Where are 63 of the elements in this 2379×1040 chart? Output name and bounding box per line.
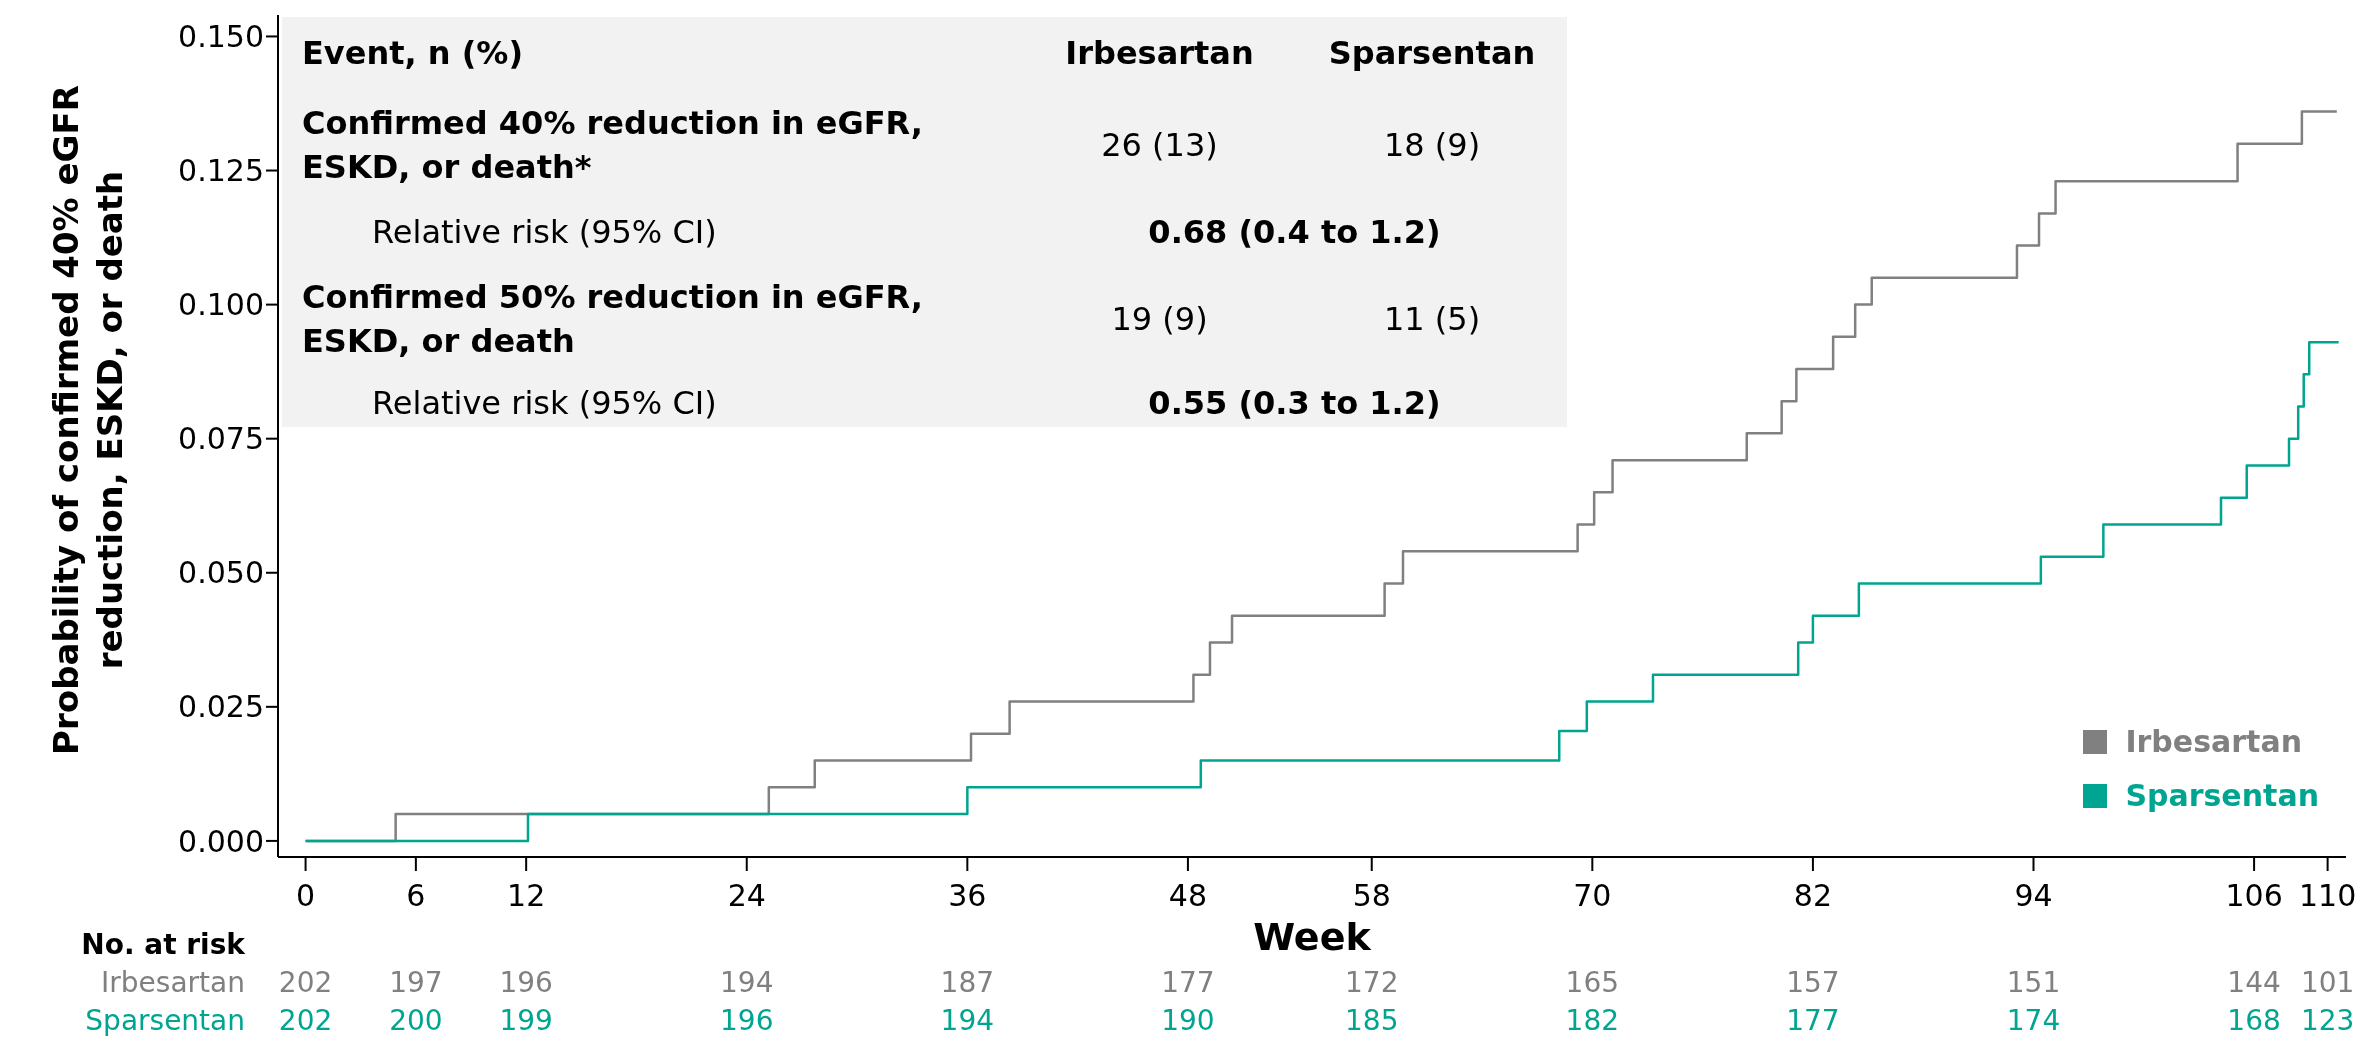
text: 168	[2227, 1004, 2281, 1037]
text: 202	[277, 966, 334, 999]
x-tick-label: 106	[2225, 878, 2283, 914]
x-tick-label: 82	[1793, 878, 1833, 914]
text: Sparsentan	[85, 1004, 245, 1037]
text: 197	[388, 966, 444, 999]
annotation: 18 (9)	[1382, 125, 1482, 166]
y-tick-label: 0.125	[178, 153, 264, 189]
y-tick-label: 0.025	[178, 689, 264, 725]
annotation: Confirmed 40% reduction in eGFR, ESKD, or death*	[302, 103, 924, 188]
x-tick-label: 36	[948, 878, 987, 914]
x-tick-label: 48	[1168, 878, 1208, 914]
text: 144	[2227, 966, 2281, 999]
text: 190	[1160, 1004, 1216, 1037]
annotation: Event, n (%)	[302, 33, 525, 74]
x-tick-label: 94	[2014, 878, 2053, 914]
annotation: 19 (9)	[1110, 299, 1209, 340]
text: 123	[2300, 1004, 2355, 1037]
text: 194	[939, 1004, 996, 1037]
annotation: Relative risk (95% CI)	[371, 212, 718, 253]
x-axis-title: Week	[1252, 915, 1372, 959]
x-tick-label: 110	[2298, 878, 2357, 914]
text: Irbesartan	[1065, 34, 1254, 72]
text: 202	[277, 1004, 334, 1037]
text: 177	[1160, 966, 1216, 999]
text: 177	[1785, 1004, 1841, 1037]
text: 200	[388, 1004, 444, 1037]
annotation: 26 (13)	[1100, 125, 1219, 166]
x-tick-label: 58	[1352, 878, 1391, 914]
text: Sparsentan	[1328, 34, 1536, 72]
x-tick-label: 0	[296, 878, 316, 914]
annotation: 11 (5)	[1382, 299, 1482, 340]
legend-label: Sparsentan	[2124, 777, 2319, 815]
annotation: Confirmed 50% reduction in eGFR, ESKD, or death	[302, 277, 924, 362]
y-tick-label: 0.075	[178, 421, 264, 457]
x-tick-label: 12	[507, 878, 546, 914]
y-tick-label: 0.000	[178, 823, 264, 859]
text: 196	[498, 966, 554, 999]
x-tick-label: 6	[406, 878, 426, 914]
text: No. at risk	[80, 928, 245, 961]
text: 172	[1344, 966, 1400, 999]
y-axis-title: Probability of confirmed 40% eGFR reduction, ESKD, or death	[45, 84, 131, 757]
y-tick-label: 0.100	[178, 287, 264, 323]
y-tick-label: 0.150	[178, 19, 264, 55]
text: 199	[498, 1004, 554, 1037]
text: 182	[1564, 1004, 1621, 1037]
text: Irbesartan	[101, 966, 245, 999]
annotation: Relative risk (95% CI)	[371, 383, 718, 424]
x-tick-label: 24	[727, 878, 766, 914]
y-tick-label: 0.050	[178, 555, 264, 591]
text: 101	[2300, 966, 2355, 999]
text: 165	[1564, 966, 1621, 999]
text: 157	[1785, 966, 1841, 999]
text: 174	[2005, 1004, 2062, 1037]
text: 194	[719, 966, 775, 999]
text: 196	[719, 1004, 775, 1037]
legend-label: Irbesartan	[2124, 723, 2303, 761]
text: 151	[2005, 966, 2062, 999]
text: 185	[1344, 1004, 1400, 1037]
annotation: 0.55 (0.3 to 1.2)	[1147, 383, 1442, 424]
text: 187	[939, 966, 996, 999]
annotation: 0.68 (0.4 to 1.2)	[1147, 212, 1442, 253]
x-tick-label: 70	[1573, 878, 1612, 914]
